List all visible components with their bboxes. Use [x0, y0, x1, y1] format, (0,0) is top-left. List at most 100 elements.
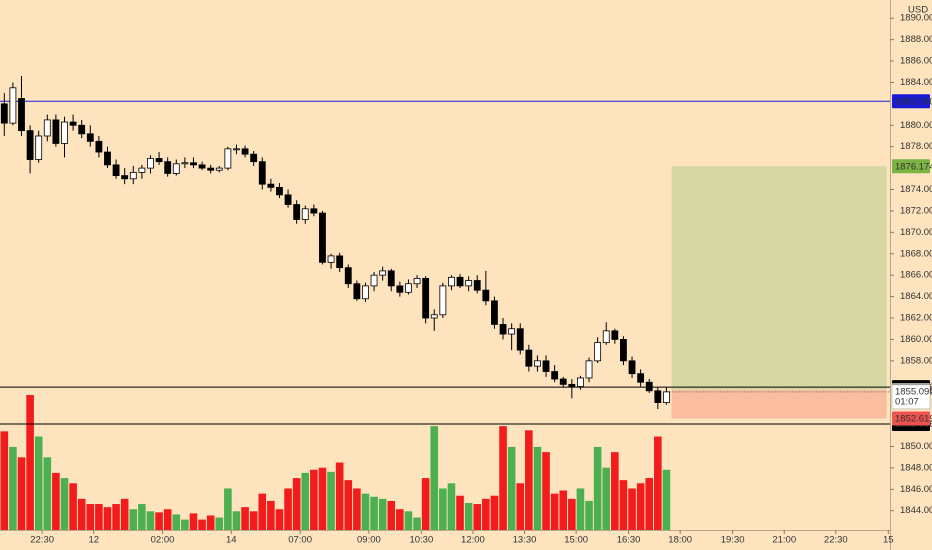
volume-bar — [447, 483, 456, 530]
volume-bar — [439, 488, 447, 530]
volume-bar — [224, 488, 232, 530]
candle-body — [482, 289, 490, 302]
volume-bar — [9, 446, 17, 530]
x-tick-label: 02:00 — [151, 535, 175, 546]
candle-body — [379, 270, 387, 276]
volume-bar — [473, 504, 482, 530]
volume-bar — [0, 431, 9, 530]
candle-body — [499, 324, 507, 335]
candle-body — [319, 212, 326, 263]
candle-body — [473, 280, 481, 291]
candle-body — [405, 283, 412, 293]
y-tick-label: 1880.000 — [900, 120, 932, 131]
x-tick-label: 22:30 — [30, 535, 54, 546]
candle-body — [78, 124, 86, 135]
candle-body — [637, 373, 645, 383]
volume-bar — [421, 478, 430, 530]
volume-bar — [181, 519, 189, 530]
hline-box — [892, 94, 930, 109]
volume-bar — [258, 493, 267, 530]
candle-body — [396, 285, 404, 293]
price-axis-bg — [890, 0, 932, 550]
candle-body — [172, 163, 180, 174]
last-price-label: 1855.095 — [895, 386, 932, 397]
candle-body — [448, 276, 455, 287]
currency-label: USD — [908, 5, 928, 16]
volume-bar — [215, 517, 224, 530]
candle-body — [52, 119, 60, 144]
candle-body — [104, 151, 111, 166]
y-tick-label: 1884.000 — [900, 77, 932, 88]
volume-bar — [507, 446, 516, 530]
volume-bar — [310, 469, 318, 530]
x-tick-label: 19:30 — [721, 535, 745, 546]
candle-body — [336, 255, 344, 269]
volume-bar — [120, 498, 129, 530]
volume-bar — [628, 488, 636, 530]
volume-bar — [482, 498, 490, 530]
countdown-label: 01:07 — [895, 396, 919, 407]
volume-bar — [525, 430, 533, 530]
x-tick-label: 15 — [883, 535, 894, 546]
volume-bar — [396, 509, 404, 530]
hline-label: 1882.240 — [895, 96, 932, 107]
candle-body — [267, 183, 275, 188]
candle-body — [224, 148, 232, 169]
candle-body — [258, 161, 266, 185]
volume-bar — [490, 495, 499, 530]
candle-body — [198, 164, 206, 169]
candle-body — [129, 171, 137, 180]
candle-body — [95, 140, 103, 153]
candle-body — [190, 162, 197, 166]
volume-bar — [568, 498, 576, 530]
volume-bar — [602, 467, 611, 530]
y-tick-label: 1890.000 — [900, 13, 932, 24]
candle-body — [594, 342, 602, 362]
x-tick-label: 12 — [88, 535, 99, 546]
volume-bar — [52, 472, 60, 530]
x-tick-label: 09:00 — [357, 535, 381, 546]
volume-bar — [387, 500, 396, 530]
candle-body — [241, 148, 249, 155]
y-tick-label: 1860.000 — [900, 334, 932, 345]
candle-body — [138, 167, 146, 173]
candle-body — [465, 280, 473, 287]
profit-zone — [671, 166, 887, 391]
candle-body — [301, 208, 309, 220]
volume-bar — [284, 488, 292, 530]
volume-bar — [370, 496, 378, 530]
volume-bar — [576, 488, 585, 530]
volume-bar — [619, 480, 628, 530]
candle-body — [422, 277, 430, 319]
volume-bar — [103, 507, 112, 530]
x-tick-label: 12:00 — [461, 535, 485, 546]
y-tick-label: 1878.000 — [900, 141, 932, 152]
volume-bar — [645, 478, 654, 530]
y-tick-label: 1872.000 — [900, 205, 932, 216]
volume-bar — [241, 507, 249, 530]
candle-body — [577, 377, 584, 387]
candle-body — [542, 360, 550, 372]
volume-bar — [353, 488, 361, 530]
target-label: 1876.174 — [895, 161, 932, 172]
candle-body — [534, 360, 541, 367]
volume-bar — [585, 500, 593, 530]
candle-body — [387, 270, 395, 287]
candle-body — [181, 162, 189, 165]
volume-bar — [430, 426, 439, 530]
volume-bar — [43, 457, 52, 530]
volume-bar — [464, 503, 473, 530]
y-tick-label: 1864.000 — [900, 291, 932, 302]
candle-body — [525, 349, 533, 367]
volume-bar — [559, 490, 568, 530]
volume-bar — [456, 495, 464, 530]
x-tick-label: 10:30 — [409, 535, 433, 546]
candle-body — [628, 360, 636, 375]
candle-body — [250, 153, 258, 163]
volume-bar — [378, 498, 387, 530]
candle-body — [430, 314, 438, 319]
volume-bar — [206, 515, 215, 530]
candle-body — [207, 167, 215, 171]
volume-bar — [550, 493, 559, 530]
volume-bar — [516, 483, 525, 530]
